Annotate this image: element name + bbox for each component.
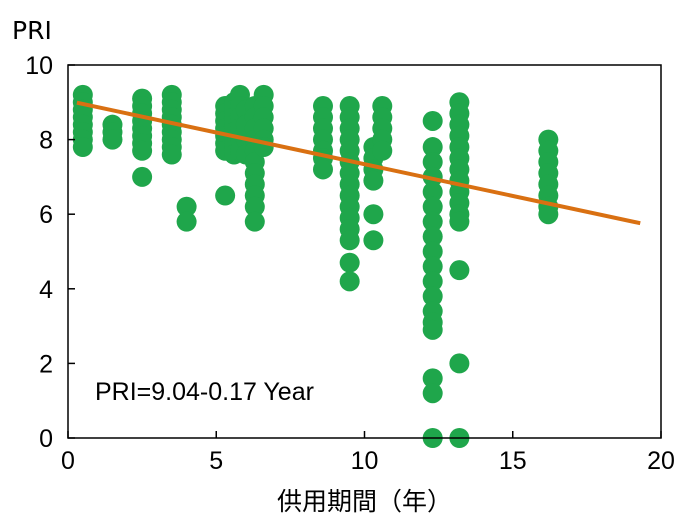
x-axis-title: 供用期間（年） [277, 487, 452, 516]
data-point [339, 252, 360, 273]
y-tick-label: 4 [39, 276, 53, 304]
data-point [538, 204, 559, 225]
data-point [422, 368, 443, 389]
data-point [422, 256, 443, 277]
x-tick-label: 10 [351, 447, 379, 475]
data-point [422, 226, 443, 247]
data-point [176, 196, 197, 217]
data-point [422, 241, 443, 262]
y-axis-title: PRI [12, 16, 52, 45]
regression-line [76, 100, 641, 226]
data-point [363, 204, 384, 225]
y-tick-label: 8 [39, 127, 53, 155]
x-tick-label: 15 [499, 447, 527, 475]
y-axis: 0 2 4 6 8 10 [25, 52, 75, 453]
data-point [215, 185, 236, 206]
y-tick-label: 6 [39, 201, 53, 229]
data-point [422, 286, 443, 307]
data-points [72, 84, 559, 448]
data-point [449, 260, 470, 281]
data-point [132, 166, 153, 187]
data-point [422, 319, 443, 340]
data-point [422, 383, 443, 404]
data-point [102, 129, 123, 150]
x-tick-label: 5 [209, 447, 223, 475]
x-axis: 0 5 10 15 20 [61, 431, 675, 475]
data-point [132, 140, 153, 161]
data-point [312, 159, 333, 180]
data-point [72, 137, 93, 158]
data-point [339, 271, 360, 292]
data-point [422, 211, 443, 232]
data-point [339, 230, 360, 251]
y-tick-label: 2 [39, 350, 53, 378]
data-point [422, 271, 443, 292]
data-point [449, 211, 470, 232]
x-tick-label: 20 [647, 447, 675, 475]
data-point [176, 211, 197, 232]
y-tick-label: 0 [39, 425, 53, 453]
x-tick-label: 0 [61, 447, 75, 475]
regression-equation: PRI=9.04-0.17 Year [95, 378, 314, 406]
y-tick-label: 10 [25, 52, 53, 80]
data-point [363, 170, 384, 191]
data-point [422, 181, 443, 202]
data-point [244, 211, 265, 232]
data-point [422, 137, 443, 158]
data-point [161, 144, 182, 165]
data-point [244, 196, 265, 217]
data-point [372, 140, 393, 161]
data-point [449, 353, 470, 374]
data-point [422, 196, 443, 217]
data-point [363, 230, 384, 251]
data-point [422, 110, 443, 131]
data-point [422, 151, 443, 172]
